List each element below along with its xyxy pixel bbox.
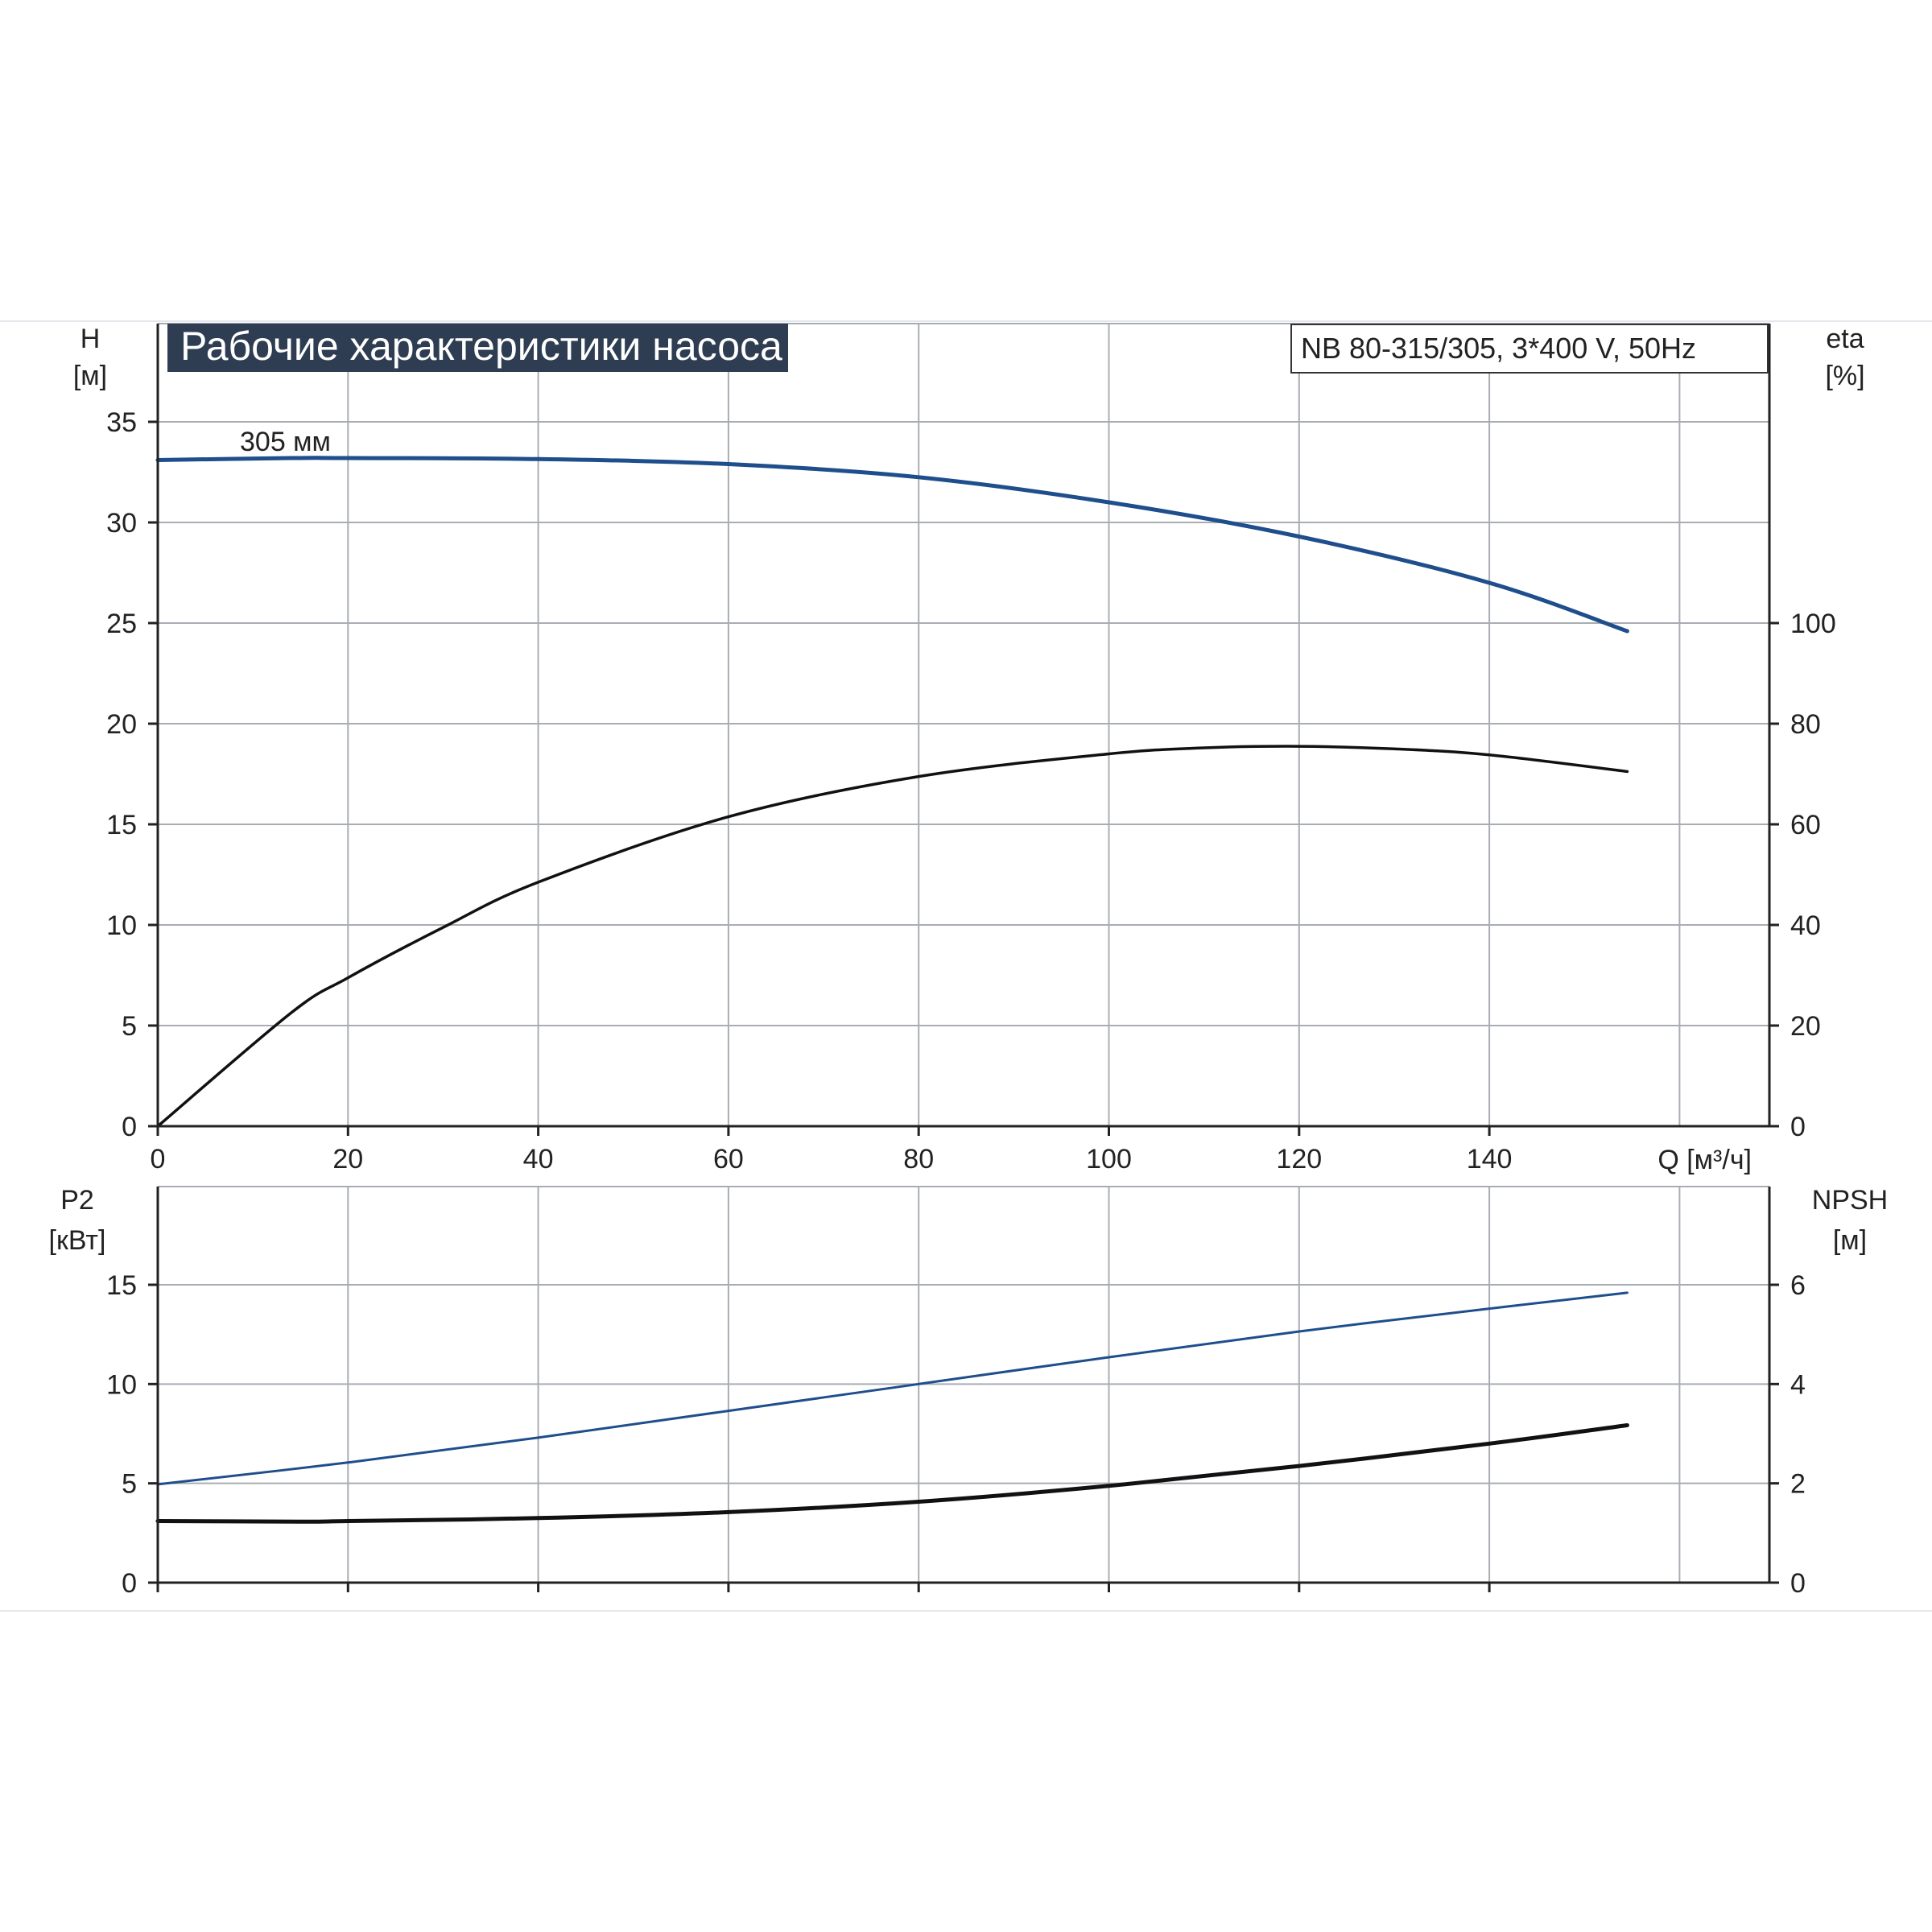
eta-axis-tick-label: 0 <box>1790 1112 1806 1142</box>
chart-title: Рабочие характеристики насоса <box>180 324 782 369</box>
bottom-panel-grid <box>158 1186 1769 1583</box>
npsh-curve <box>155 1423 1629 1524</box>
top-panel-curves <box>155 456 1629 1128</box>
h-axis-tick-label: 10 <box>106 910 137 941</box>
chart-title-box <box>167 324 788 372</box>
x-tick-label: 140 <box>1467 1144 1513 1174</box>
npsh-axis-tick-label: 6 <box>1790 1270 1806 1301</box>
h-axis-tick-label: 5 <box>122 1011 137 1042</box>
eta-axis-tick-label: 100 <box>1790 609 1836 639</box>
eta-axis-tick-label: 20 <box>1790 1011 1821 1042</box>
p2-axis-tick-label: 10 <box>106 1369 137 1400</box>
model-label-box <box>1290 324 1769 374</box>
top-panel-grid <box>158 323 1769 1126</box>
h-axis-label: H <box>80 324 101 354</box>
eta-axis-unit: [%] <box>1825 361 1864 391</box>
npsh-axis-unit: [м] <box>1833 1225 1867 1256</box>
npsh-axis-tick-label: 0 <box>1790 1568 1806 1599</box>
h-axis-tick-label: 0 <box>122 1112 137 1142</box>
h-axis-tick-label: 30 <box>106 508 137 539</box>
x-tick-label: 40 <box>523 1144 554 1174</box>
q-axis-label: Q [м³/ч] <box>1657 1145 1752 1175</box>
npsh-axis-tick-label: 2 <box>1790 1469 1806 1500</box>
p2-axis-unit: [кВт] <box>49 1225 106 1256</box>
eta-axis-tick-label: 80 <box>1790 709 1821 740</box>
p2-axis-tick-label: 15 <box>106 1270 137 1301</box>
h-axis-tick-label: 20 <box>106 709 137 740</box>
power-curve <box>156 1291 1629 1486</box>
h-axis-tick-label: 25 <box>106 609 137 639</box>
h-axis-tick-label: 35 <box>106 407 137 438</box>
head-curve <box>155 456 1629 634</box>
npsh-axis-label: NPSH <box>1812 1185 1888 1216</box>
h-axis-tick-label: 15 <box>106 810 137 840</box>
p2-axis-tick-label: 5 <box>122 1469 137 1500</box>
p2-axis-label: P2 <box>60 1185 94 1216</box>
x-tick-label: 0 <box>151 1144 166 1174</box>
x-tick-label: 20 <box>332 1144 363 1174</box>
npsh-axis-tick-label: 4 <box>1790 1369 1806 1400</box>
bottom-panel-curves <box>155 1291 1629 1524</box>
x-tick-label: 100 <box>1086 1144 1132 1174</box>
axes <box>148 324 1779 1592</box>
x-tick-label: 80 <box>903 1144 934 1174</box>
model-label: NB 80-315/305, 3*400 V, 50Hz <box>1301 332 1696 365</box>
eta-axis-label: eta <box>1826 324 1864 354</box>
x-tick-label: 60 <box>713 1144 744 1174</box>
h-axis-unit: [м] <box>73 361 107 391</box>
eta-axis-tick-label: 40 <box>1790 910 1821 941</box>
p2-axis-tick-label: 0 <box>122 1568 137 1599</box>
impeller-diameter-label: 305 мм <box>240 427 331 457</box>
x-tick-label: 120 <box>1276 1144 1322 1174</box>
efficiency-curve <box>156 745 1629 1128</box>
eta-axis-tick-label: 60 <box>1790 810 1821 840</box>
tick-labels: 0 20 40 60 80 100 120 1400510152025303502040608… <box>106 407 1836 1599</box>
